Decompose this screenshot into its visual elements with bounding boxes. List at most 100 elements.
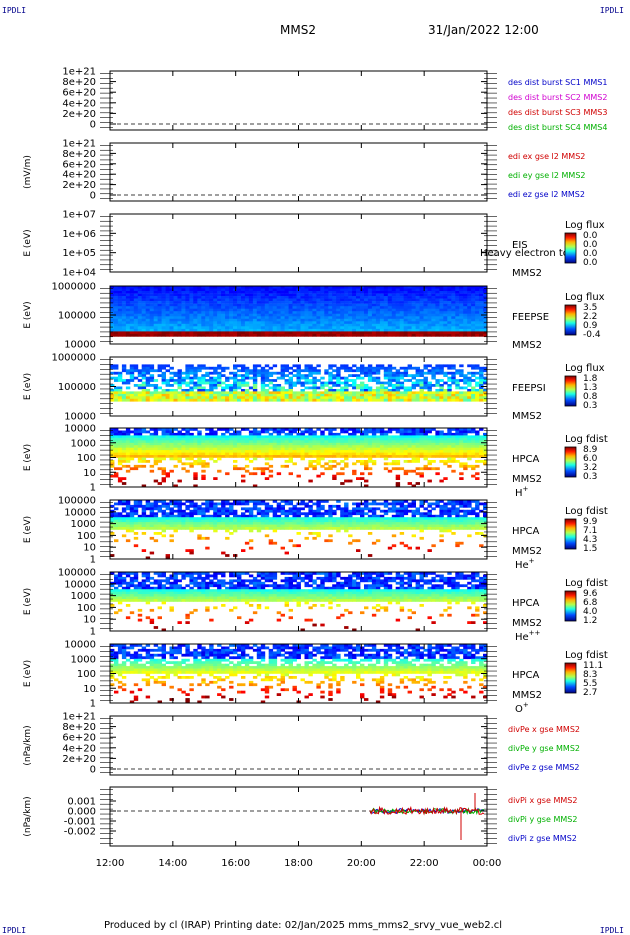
- y-tick-label: 10: [83, 615, 96, 626]
- species-label: O+: [515, 701, 529, 715]
- instrument-label: FEEPSI: [512, 383, 546, 394]
- y-tick-label: 0: [90, 191, 96, 202]
- spacecraft-label: MMS2: [512, 340, 542, 351]
- legend-entry: divPe x gse MMS2: [508, 725, 580, 734]
- legend-entry: divPe y gse MMS2: [508, 744, 580, 753]
- legend-entry: des dist burst SC1 MMS1: [508, 78, 607, 87]
- colorbar-title: Log fdist: [565, 434, 608, 445]
- y-tick-label: 10000: [64, 640, 96, 651]
- footer-credit: Produced by cl (IRAP) Printing date: 02/…: [104, 920, 502, 931]
- legend-entry: des dist burst SC2 MMS2: [508, 93, 607, 102]
- y-tick-label: 10: [83, 543, 96, 554]
- instrument-label: HPCA: [512, 598, 540, 609]
- y-tick-label: 100000: [58, 311, 96, 322]
- colorbar-tick-label: 0.3: [583, 401, 597, 411]
- y-tick-label: 100000: [58, 568, 96, 579]
- x-tick-label: 16:00: [221, 858, 250, 869]
- instrument-label: FEEPSE: [512, 312, 549, 323]
- legend-entry: edi ey gse l2 MMS2: [508, 171, 586, 180]
- y-axis-label: E (eV): [23, 444, 33, 471]
- y-tick-label: 1000: [71, 438, 96, 449]
- colorbar-title: Log fdist: [565, 650, 608, 661]
- colorbar-tick-label: 0.0: [583, 258, 598, 268]
- x-tick-label: 14:00: [158, 858, 187, 869]
- y-tick-label: 4e+20: [62, 743, 96, 754]
- y-tick-label: 10000: [64, 507, 96, 518]
- y-tick-label: 1e+05: [62, 248, 96, 259]
- y-tick-label: 1: [90, 483, 96, 494]
- y-tick-label: 1: [90, 555, 96, 566]
- y-tick-label: -0.002: [64, 827, 96, 838]
- x-tick-label: 20:00: [347, 858, 376, 869]
- colorbar-title: Log fdist: [565, 578, 608, 589]
- y-axis-label: (nPa/km): [23, 796, 33, 836]
- y-tick-label: 1000: [71, 654, 96, 665]
- spacecraft-label: MMS2: [512, 474, 542, 485]
- species-label: He++: [515, 629, 541, 643]
- y-tick-label: 8e+20: [62, 77, 96, 88]
- y-tick-label: 1000000: [51, 282, 96, 293]
- colorbar-title: Log flux: [565, 363, 605, 374]
- spacecraft-label: MMS2: [512, 268, 542, 279]
- y-tick-label: 2e+20: [62, 180, 96, 191]
- panel-divpe: 1e+218e+206e+204e+202e+200(nPa/km)divPe …: [23, 712, 580, 776]
- y-tick-label: 1000: [71, 591, 96, 602]
- legend-entry: divPi z gse MMS2: [508, 834, 577, 843]
- y-axis-label: (mV/m): [23, 155, 33, 189]
- y-tick-label: 1e+07: [62, 210, 96, 221]
- instrument-label: HPCA: [512, 526, 540, 537]
- legend-entry: divPi y gse MMS2: [508, 815, 577, 824]
- y-axis-label: (nPa/km): [23, 725, 33, 765]
- y-tick-label: 2e+20: [62, 109, 96, 120]
- y-axis-label: E (eV): [23, 660, 33, 687]
- y-tick-label: 0: [90, 120, 96, 131]
- legend-entry: divPi x gse MMS2: [508, 796, 577, 805]
- colorbar-title: Log flux: [565, 220, 605, 231]
- spacecraft-label: MMS2: [512, 618, 542, 629]
- colorbar-tick-label: 2.7: [583, 688, 597, 698]
- y-tick-label: 10: [83, 468, 96, 479]
- x-tick-label: 22:00: [410, 858, 439, 869]
- colorbar-tick-label: 1.5: [583, 544, 597, 554]
- species-label: He+: [515, 557, 535, 571]
- y-tick-label: 1e+04: [62, 268, 96, 279]
- species-label: H+: [515, 485, 529, 499]
- y-tick-label: 100: [77, 669, 96, 680]
- legend-entry: des dist burst SC3 MMS3: [508, 108, 607, 117]
- y-tick-label: 8e+20: [62, 149, 96, 160]
- y-tick-label: 10000: [64, 340, 96, 351]
- y-tick-label: 1000000: [51, 353, 96, 364]
- y-tick-label: 100000: [58, 382, 96, 393]
- y-tick-label: 6e+20: [62, 159, 96, 170]
- colorbar-tick-label: -0.4: [583, 330, 601, 340]
- instrument-subtitle: Heavy electron tof: [480, 248, 573, 259]
- y-tick-label: 1e+21: [62, 712, 96, 723]
- y-tick-label: 2e+20: [62, 754, 96, 765]
- y-tick-label: 10000: [64, 579, 96, 590]
- y-tick-label: 100: [77, 531, 96, 542]
- y-tick-label: 6e+20: [62, 88, 96, 99]
- x-tick-label: 00:00: [473, 858, 502, 869]
- y-tick-label: 1000: [71, 519, 96, 530]
- y-tick-label: 1e+21: [62, 67, 96, 78]
- y-tick-label: 10000: [64, 424, 96, 435]
- y-tick-label: 1: [90, 627, 96, 638]
- colorbar-tick-label: 0.3: [583, 472, 597, 482]
- legend-entry: edi ez gse l2 MMS2: [508, 190, 585, 199]
- x-tick-label: 18:00: [284, 858, 313, 869]
- y-axis-label: E (eV): [23, 516, 33, 543]
- instrument-label: HPCA: [512, 454, 540, 465]
- y-tick-label: 1e+06: [62, 229, 96, 240]
- y-tick-label: 8e+20: [62, 722, 96, 733]
- y-tick-label: 100: [77, 453, 96, 464]
- colorbar-title: Log flux: [565, 292, 605, 303]
- y-tick-label: 0: [90, 765, 96, 776]
- y-tick-label: 100000: [58, 496, 96, 507]
- colorbar-title: Log fdist: [565, 506, 608, 517]
- y-tick-label: 1: [90, 699, 96, 710]
